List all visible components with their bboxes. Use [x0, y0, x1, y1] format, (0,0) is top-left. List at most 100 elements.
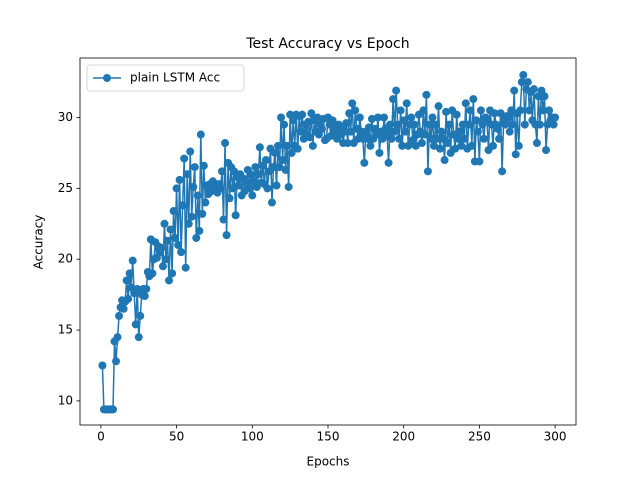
data-point — [198, 209, 207, 218]
data-point — [395, 134, 404, 143]
data-point — [440, 156, 449, 165]
data-point — [466, 106, 475, 115]
data-point — [193, 191, 202, 200]
data-point — [221, 139, 230, 148]
data-point — [472, 116, 481, 125]
data-point — [272, 181, 281, 190]
data-point — [366, 141, 375, 150]
data-point — [390, 127, 399, 136]
data-point — [464, 120, 473, 129]
data-point — [98, 361, 107, 370]
data-point — [165, 276, 174, 285]
data-point — [271, 148, 280, 157]
x-tick-label: 100 — [241, 430, 264, 444]
data-point — [454, 134, 463, 143]
data-point — [351, 106, 360, 115]
data-point — [473, 127, 482, 136]
data-point — [340, 127, 349, 136]
data-point — [287, 148, 296, 157]
data-point — [112, 357, 121, 366]
data-point — [277, 113, 286, 122]
data-point — [245, 184, 254, 193]
data-point — [317, 124, 326, 133]
data-point — [514, 141, 523, 150]
data-point — [140, 292, 149, 301]
data-point — [429, 141, 438, 150]
data-point — [380, 113, 389, 122]
chart-title: Test Accuracy vs Epoch — [245, 36, 409, 52]
data-point — [242, 177, 251, 186]
data-point — [222, 231, 231, 240]
data-point — [128, 256, 137, 265]
data-point — [168, 269, 177, 278]
data-point — [199, 161, 208, 170]
data-point — [355, 113, 364, 122]
data-point — [136, 311, 145, 320]
data-point — [489, 141, 498, 150]
data-point — [296, 127, 305, 136]
data-point — [498, 167, 507, 176]
data-point — [410, 120, 419, 129]
data-point — [393, 120, 402, 129]
data-point — [467, 141, 476, 150]
data-point — [508, 120, 517, 129]
data-point — [396, 106, 405, 115]
data-point — [458, 120, 467, 129]
data-point — [180, 154, 189, 163]
data-point — [263, 184, 272, 193]
data-point — [460, 134, 469, 143]
legend-label: plain LSTM Acc — [130, 71, 220, 85]
data-point — [177, 248, 186, 257]
data-point — [178, 201, 187, 210]
data-point — [231, 211, 240, 220]
data-point — [148, 269, 157, 278]
data-point — [411, 141, 420, 150]
data-point — [516, 106, 525, 115]
data-point — [457, 141, 466, 150]
data-point — [455, 127, 464, 136]
legend-box — [86, 64, 245, 92]
data-point — [423, 167, 432, 176]
data-point — [218, 167, 227, 176]
data-point — [363, 134, 372, 143]
data-point — [192, 233, 201, 242]
data-point — [190, 163, 199, 172]
data-point — [293, 144, 302, 153]
data-point — [428, 113, 437, 122]
data-point — [308, 141, 317, 150]
data-point — [348, 99, 357, 108]
data-point — [228, 184, 237, 193]
data-point — [496, 109, 505, 118]
data-point — [196, 130, 205, 139]
data-point — [364, 123, 373, 132]
data-point — [125, 269, 134, 278]
data-point — [425, 120, 434, 129]
data-point — [517, 78, 526, 87]
data-point — [255, 143, 264, 152]
data-point — [445, 120, 454, 129]
data-point — [519, 71, 528, 80]
data-point — [401, 127, 410, 136]
data-point — [261, 156, 270, 165]
data-point — [280, 120, 289, 129]
x-axis-label: Epochs — [307, 455, 350, 469]
data-point — [307, 109, 316, 118]
data-point — [493, 124, 502, 133]
data-point — [443, 139, 452, 148]
data-point — [510, 86, 519, 95]
data-point — [124, 294, 133, 303]
data-point — [551, 113, 560, 122]
data-point — [174, 241, 183, 250]
data-point — [532, 139, 541, 148]
data-point — [437, 127, 446, 136]
y-tick-label: 15 — [58, 323, 73, 337]
data-point — [442, 107, 451, 116]
data-point — [278, 156, 287, 165]
data-point — [504, 113, 513, 122]
data-point — [122, 276, 131, 285]
x-tick-label: 150 — [317, 430, 340, 444]
data-point — [298, 110, 307, 119]
data-point — [181, 263, 190, 272]
data-point — [475, 157, 484, 166]
data-point — [131, 320, 140, 329]
